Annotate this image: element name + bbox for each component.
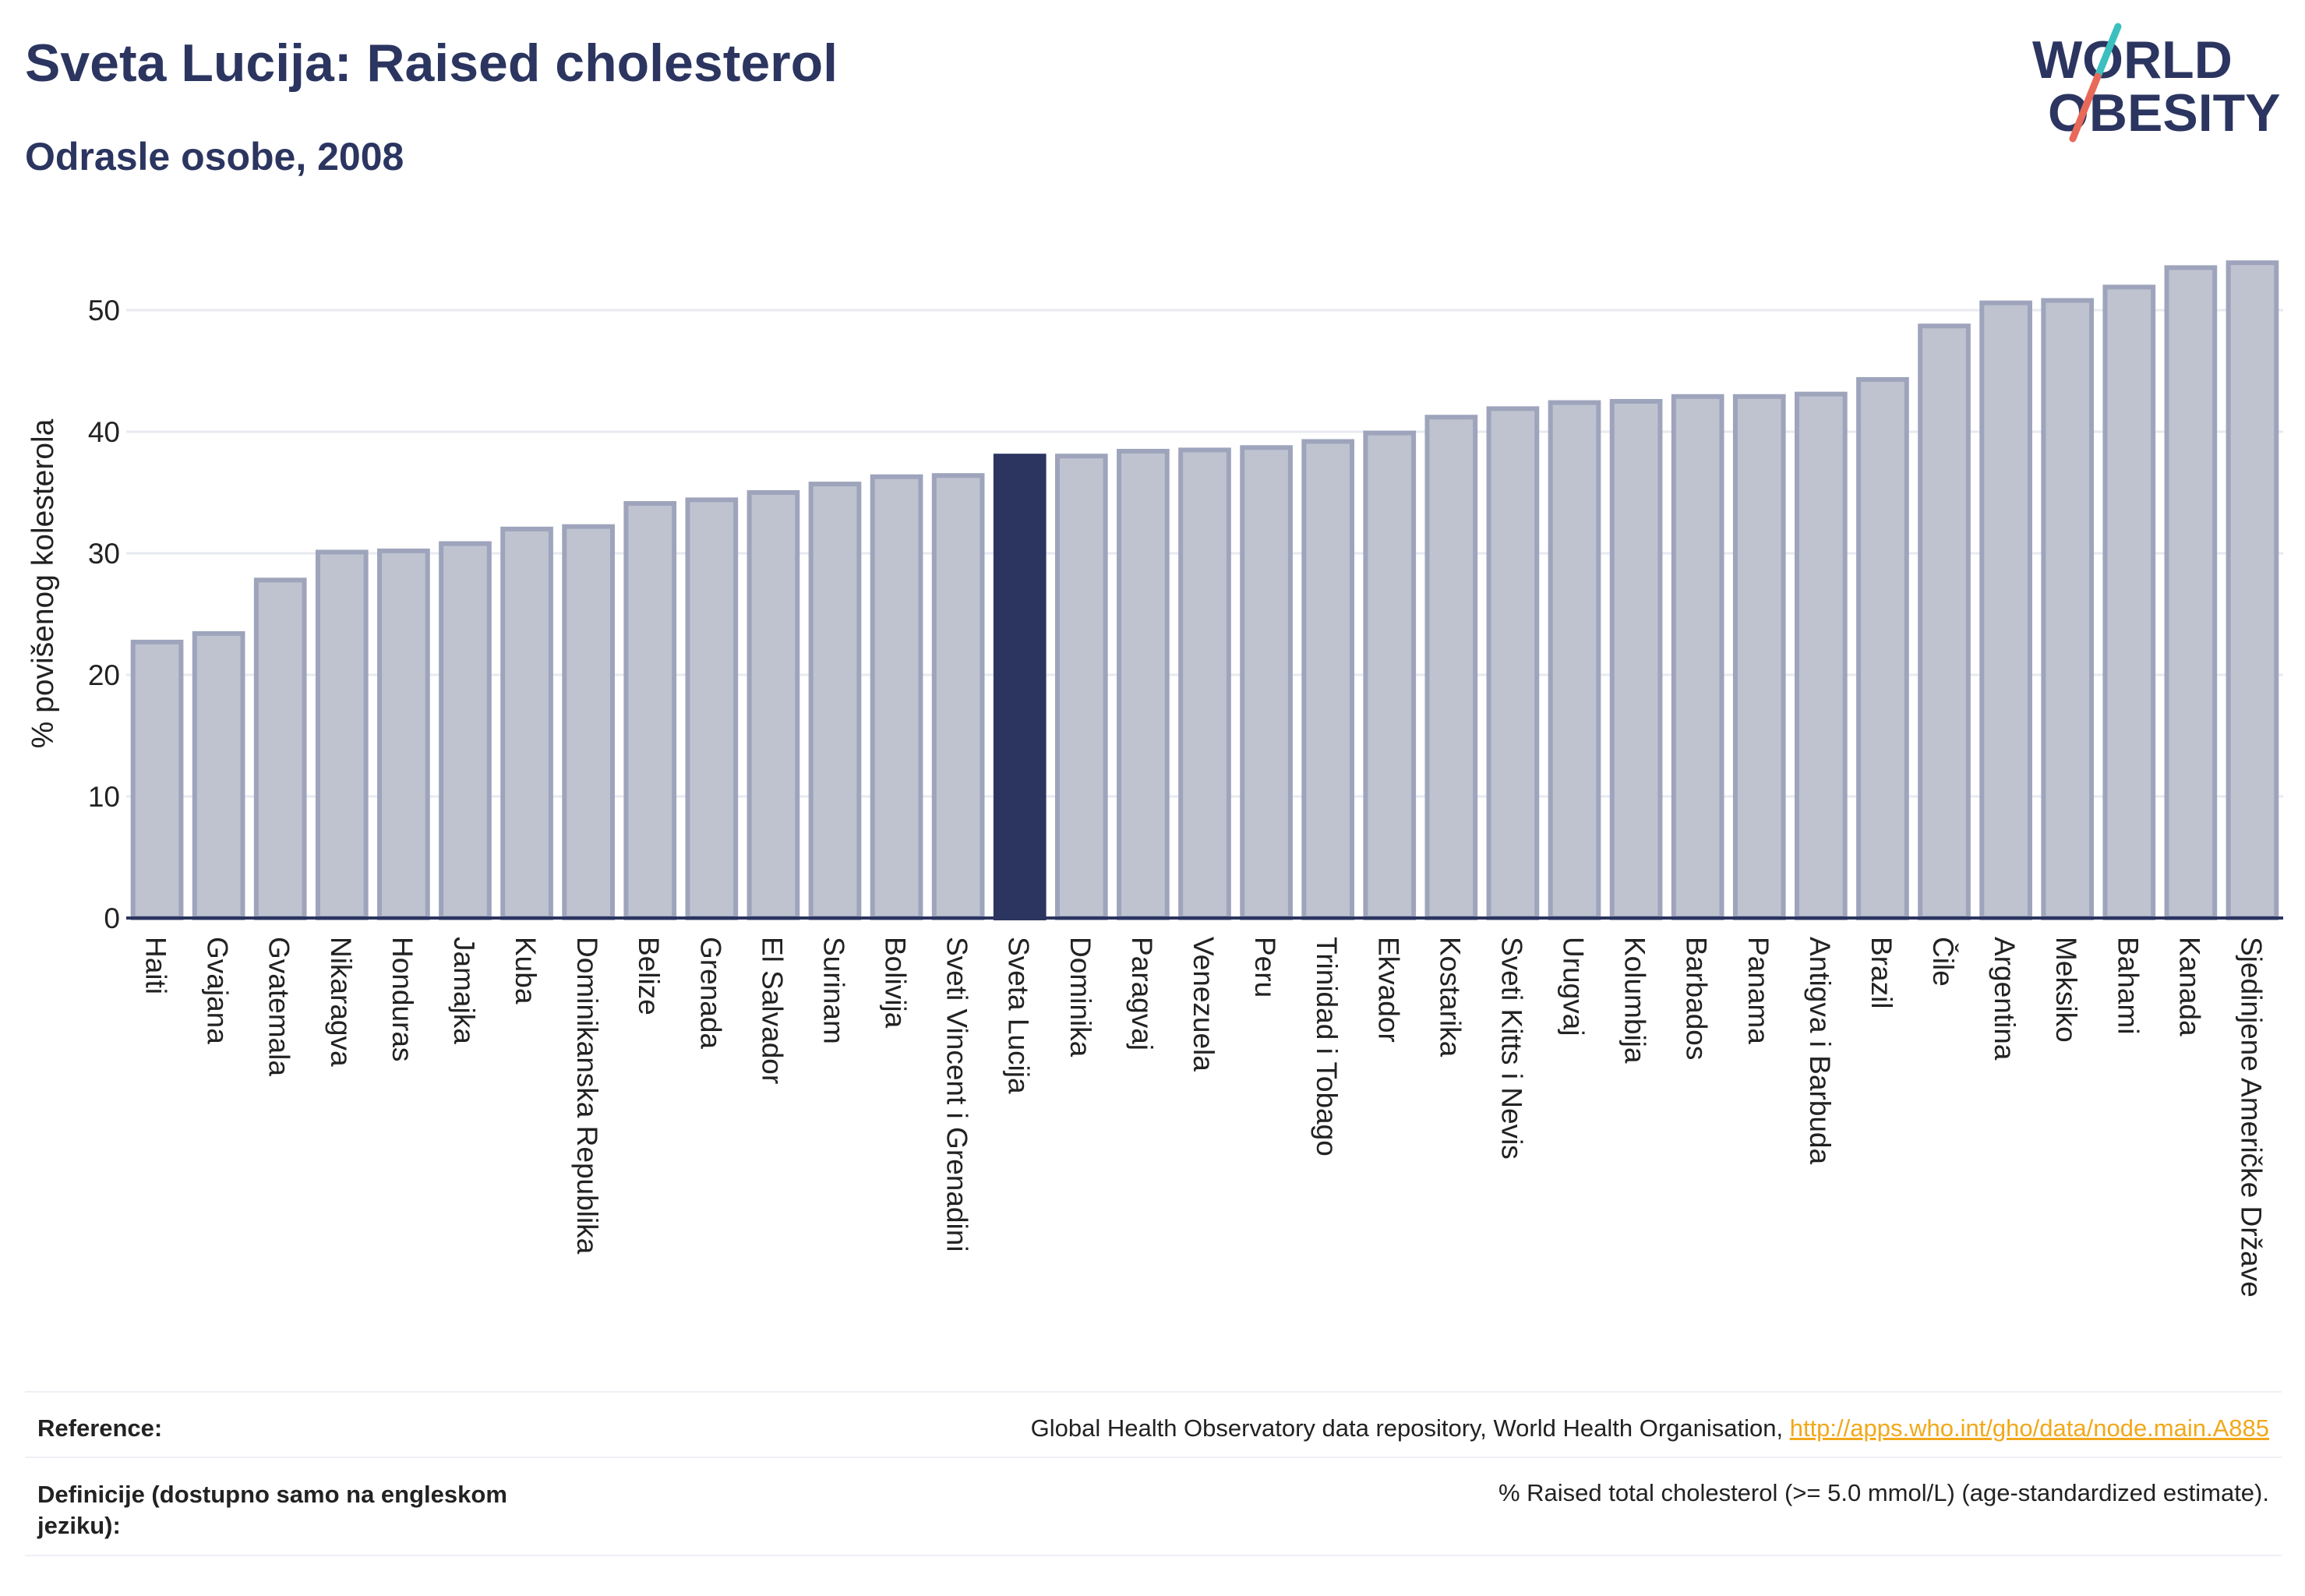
footer-separator — [25, 1391, 2282, 1393]
x-tick-label: Kolumbija — [1619, 937, 1651, 1064]
y-tick-label: 40 — [88, 416, 120, 448]
x-tick-label: Bolivija — [880, 937, 912, 1029]
bar-gvatemala[interactable] — [253, 577, 307, 920]
x-tick-label: Haiti — [140, 937, 172, 994]
bar-bahami[interactable] — [2102, 284, 2156, 920]
bar-belize[interactable] — [623, 501, 677, 920]
x-tick-label: Urugvaj — [1558, 937, 1590, 1036]
world-obesity-logo: WORLD OBESITY — [2032, 23, 2281, 143]
bar-antigva-i-barbuda[interactable] — [1795, 391, 1848, 920]
reference-value: Global Health Observatory data repositor… — [1031, 1414, 2269, 1442]
footer-separator — [25, 1555, 2282, 1556]
chart-subtitle: Odrasle osobe, 2008 — [25, 135, 404, 178]
x-tick-label: Surinam — [817, 937, 849, 1044]
bar-honduras[interactable] — [377, 548, 430, 920]
x-tick-label: Grenada — [694, 937, 726, 1049]
x-tick-label: Bahami — [2112, 937, 2144, 1034]
footer-separator — [25, 1457, 2282, 1458]
bar-sveta-lucija[interactable] — [993, 454, 1047, 920]
x-tick-label: Dominika — [1064, 937, 1096, 1058]
bar-panama[interactable] — [1732, 394, 1786, 920]
definition-label-line2: jeziku): — [37, 1512, 121, 1539]
x-tick-label: Venezuela — [1188, 937, 1220, 1072]
reference-label: Reference: — [37, 1414, 163, 1442]
bar-urugvaj[interactable] — [1548, 400, 1601, 920]
x-tick-label: Antigva i Barbuda — [1804, 937, 1836, 1165]
bar-gvajana[interactable] — [192, 630, 245, 921]
x-tick-label: Dominikanska Republika — [571, 937, 603, 1255]
logo-slash-top — [2094, 23, 2122, 80]
bars — [130, 260, 2279, 921]
bar-argentina[interactable] — [1979, 300, 2032, 920]
x-tick-label: Brazil — [1866, 937, 1897, 1009]
footer: Reference: Global Health Observatory dat… — [25, 1391, 2282, 1562]
bar-grenada[interactable] — [685, 497, 739, 920]
x-tick-label: Sveta Lucija — [1003, 937, 1035, 1094]
bar-meksiko[interactable] — [2041, 298, 2095, 920]
x-tick-label: Honduras — [387, 937, 418, 1061]
bar-nikaragva[interactable] — [315, 549, 369, 920]
logo-line1: WORLD — [2032, 30, 2233, 90]
reference-text: Global Health Observatory data repositor… — [1030, 1414, 1784, 1442]
y-tick-label: 20 — [88, 659, 120, 691]
bar-brazil[interactable] — [1856, 376, 1909, 921]
bar-barbados[interactable] — [1671, 394, 1724, 920]
bar-dominika[interactable] — [1054, 454, 1108, 920]
bar-chart: 0 10 20 30 40 50 Haiti Gvajana Gvatemala Nikarag… — [26, 260, 2283, 1298]
bar-venezuela[interactable] — [1178, 447, 1231, 920]
x-tick-label: Sjedinjene Američke Države — [2235, 937, 2267, 1298]
x-tick-label: Jamajka — [448, 937, 480, 1044]
bar-el-salvador[interactable] — [747, 490, 800, 920]
definition-label-line1: Definicije (dostupno samo na engleskom — [37, 1481, 507, 1508]
bar-paragvaj[interactable] — [1117, 448, 1170, 920]
x-tick-label: Panama — [1742, 937, 1774, 1044]
y-tick-label: 10 — [88, 781, 120, 813]
y-axis-label: % povišenog kolesterola — [26, 418, 60, 748]
bar-bolivija[interactable] — [870, 474, 923, 920]
x-tick-labels: Haiti Gvajana Gvatemala Nikaragva Honduras Ja… — [140, 937, 2268, 1298]
x-tick-label: Belize — [633, 937, 665, 1015]
bar-dominikanska-republika[interactable] — [562, 524, 615, 920]
y-tick-label: 30 — [88, 538, 120, 570]
chart-title: Sveta Lucija: Raised cholesterol — [25, 34, 838, 93]
y-tick-label: 0 — [104, 902, 120, 934]
bar-ekvador[interactable] — [1363, 430, 1417, 920]
bar-surinam[interactable] — [808, 482, 862, 920]
x-tick-label: Peru — [1249, 937, 1281, 998]
bar-kostarika[interactable] — [1424, 415, 1478, 920]
bar--ile[interactable] — [1918, 323, 1971, 920]
x-tick-label: Gvatemala — [263, 937, 295, 1076]
x-tick-label: Sveti Kitts i Nevis — [1495, 937, 1527, 1160]
x-tick-label: Trinidad i Tobago — [1311, 937, 1343, 1156]
x-tick-label: Čile — [1927, 937, 1959, 987]
bar-trinidad-i-tobago[interactable] — [1301, 439, 1355, 920]
x-tick-label: Meksiko — [2050, 937, 2082, 1043]
bar-sveti-vincent-i-grenadini[interactable] — [931, 473, 985, 920]
reference-link[interactable]: http://apps.who.int/gho/data/node.main.A… — [1789, 1414, 2269, 1442]
bar-kolumbija[interactable] — [1609, 399, 1663, 920]
x-tick-label: Ekvador — [1372, 937, 1404, 1043]
x-tick-label: Nikaragva — [325, 937, 357, 1067]
bar-peru[interactable] — [1240, 445, 1293, 920]
x-tick-label: Kanada — [2173, 937, 2205, 1036]
bar-jamajka[interactable] — [439, 541, 492, 921]
x-tick-label: Paragvaj — [1126, 937, 1158, 1050]
bar-haiti[interactable] — [130, 639, 184, 920]
bar-sjedinjene-ameri-ke-dr-ave[interactable] — [2226, 260, 2279, 921]
x-tick-label: Kuba — [510, 937, 542, 1005]
logo-slash-bottom — [2069, 72, 2102, 143]
bar-kuba[interactable] — [500, 526, 553, 920]
x-tick-label: Gvajana — [202, 937, 234, 1044]
definition-label: Definicije (dostupno samo na engleskom j… — [37, 1479, 598, 1541]
y-tick-label: 50 — [88, 295, 120, 327]
x-tick-label: Sveti Vincent i Grenadini — [941, 937, 973, 1252]
x-tick-label: Kostarika — [1434, 937, 1466, 1058]
x-tick-label: Barbados — [1681, 937, 1713, 1060]
definition-text: % Raised total cholesterol (>= 5.0 mmol/… — [1498, 1479, 2269, 1506]
bar-sveti-kitts-i-nevis[interactable] — [1486, 406, 1540, 920]
x-tick-label: Argentina — [1989, 937, 2021, 1061]
y-tick-labels: 0 10 20 30 40 50 — [88, 295, 120, 934]
bar-kanada[interactable] — [2164, 265, 2218, 920]
x-tick-label: El Salvador — [756, 937, 788, 1084]
